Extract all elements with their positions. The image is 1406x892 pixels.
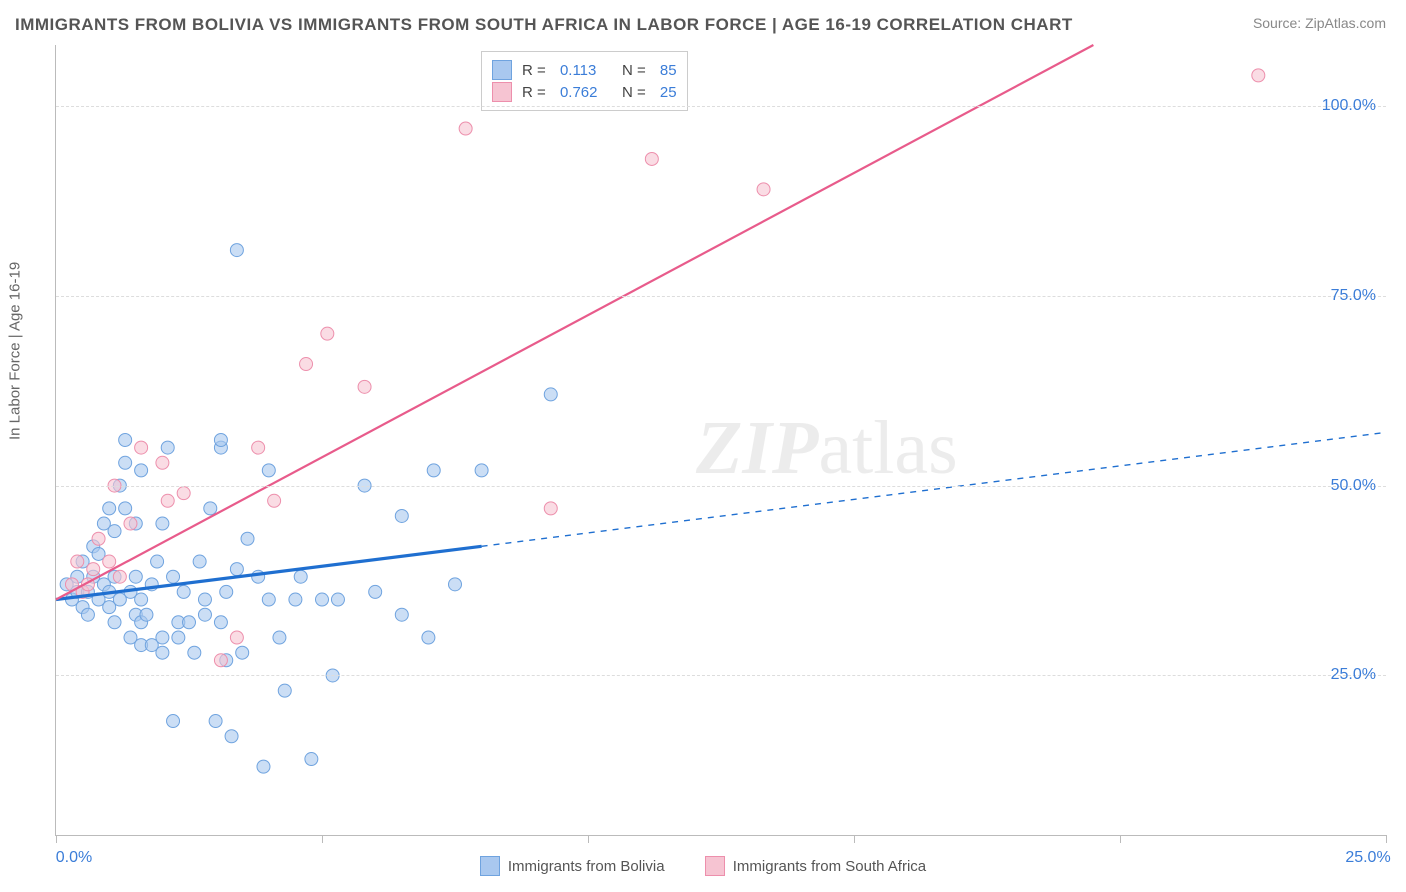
n-label: N = (622, 84, 650, 101)
chart-container: IMMIGRANTS FROM BOLIVIA VS IMMIGRANTS FR… (0, 0, 1406, 892)
source-attribution: Source: ZipAtlas.com (1253, 15, 1386, 31)
y-tick-label: 75.0% (1331, 287, 1376, 305)
r-label: R = (522, 62, 550, 79)
legend-row: R = 0.762 N = 25 (492, 82, 677, 102)
plot-area: ZIPatlas R = 0.113 N = 85 R = 0.762 N = … (55, 45, 1386, 836)
legend-label-bolivia: Immigrants from Bolivia (508, 858, 665, 875)
r-value-south-africa: 0.762 (560, 84, 612, 101)
legend-row: R = 0.113 N = 85 (492, 60, 677, 80)
source-link[interactable]: ZipAtlas.com (1305, 15, 1386, 31)
y-tick-label: 100.0% (1322, 97, 1376, 115)
legend-item-south-africa: Immigrants from South Africa (705, 856, 926, 876)
legend-swatch-south-africa (492, 82, 512, 102)
y-axis-label: In Labor Force | Age 16-19 (7, 262, 24, 440)
n-label: N = (622, 62, 650, 79)
legend-item-bolivia: Immigrants from Bolivia (480, 856, 665, 876)
source-label: Source: (1253, 15, 1305, 31)
legend-swatch-bolivia (492, 60, 512, 80)
y-tick-label: 25.0% (1331, 666, 1376, 684)
legend-swatch-bolivia (480, 856, 500, 876)
r-value-bolivia: 0.113 (560, 62, 612, 79)
legend-swatch-south-africa (705, 856, 725, 876)
chart-svg (56, 45, 1386, 835)
y-tick-label: 50.0% (1331, 477, 1376, 495)
n-value-south-africa: 25 (660, 84, 677, 101)
series-legend: Immigrants from Bolivia Immigrants from … (0, 856, 1406, 880)
legend-label-south-africa: Immigrants from South Africa (733, 858, 926, 875)
n-value-bolivia: 85 (660, 62, 677, 79)
correlation-legend: R = 0.113 N = 85 R = 0.762 N = 25 (481, 51, 688, 111)
chart-title: IMMIGRANTS FROM BOLIVIA VS IMMIGRANTS FR… (15, 15, 1073, 35)
r-label: R = (522, 84, 550, 101)
